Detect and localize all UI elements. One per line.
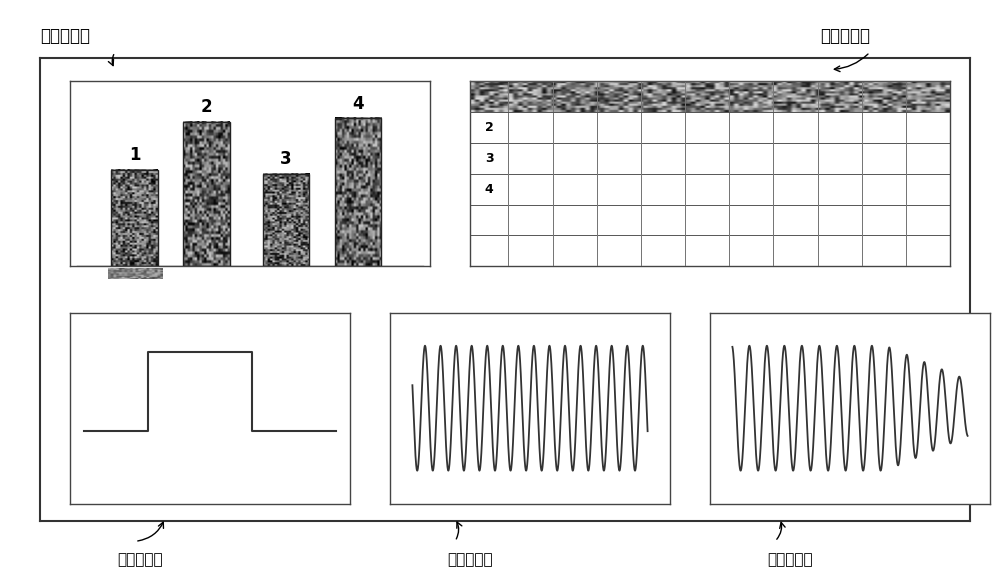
Text: 4: 4 bbox=[352, 94, 364, 112]
Text: 4: 4 bbox=[485, 182, 494, 196]
Bar bbox=[183, 122, 230, 266]
Text: 脉冲幅度图: 脉冲幅度图 bbox=[117, 552, 163, 567]
Bar bbox=[108, 269, 162, 279]
Bar bbox=[111, 170, 158, 266]
Text: 时间概览图: 时间概览图 bbox=[40, 27, 90, 45]
Text: 3: 3 bbox=[280, 150, 292, 168]
Bar bbox=[263, 174, 309, 266]
Text: 2: 2 bbox=[485, 121, 494, 134]
Bar bbox=[335, 118, 381, 266]
Text: 1: 1 bbox=[129, 146, 141, 164]
Text: 3: 3 bbox=[485, 152, 494, 165]
Text: 脉冲参数表: 脉冲参数表 bbox=[820, 27, 870, 45]
Text: 2: 2 bbox=[201, 98, 213, 116]
Text: 脉冲频率图: 脉冲频率图 bbox=[447, 552, 493, 567]
Text: 脉冲相位图: 脉冲相位图 bbox=[767, 552, 813, 567]
